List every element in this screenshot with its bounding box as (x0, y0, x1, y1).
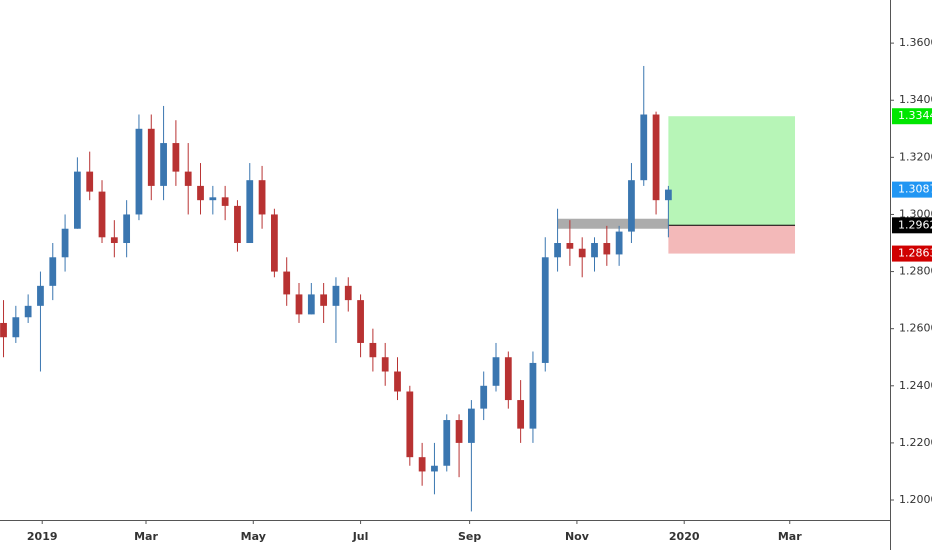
candle-body (110, 237, 118, 244)
candle-body (0, 322, 7, 338)
price-label: 1.2962 (898, 218, 932, 231)
candle-body (504, 357, 512, 401)
candle-body (184, 171, 192, 186)
candle-body (209, 197, 217, 201)
candle-body (160, 143, 167, 186)
candle-body (591, 243, 598, 258)
candle-body (566, 243, 574, 249)
candle-body (24, 305, 32, 318)
candle-body (234, 205, 241, 244)
candle-body (517, 400, 525, 429)
x-tick-label: Jul (352, 530, 369, 543)
candle-body (640, 114, 648, 181)
x-tick-label: Mar (134, 530, 158, 543)
candle-body (271, 214, 278, 272)
candle-body (344, 285, 352, 301)
candle-body (307, 294, 315, 315)
candle-body (443, 420, 451, 466)
price-label-bg (892, 245, 932, 262)
price-label-bg (892, 108, 932, 125)
candle-body (86, 171, 94, 192)
candle-body (652, 114, 660, 201)
candle-body (61, 228, 69, 258)
candle-body (98, 191, 106, 238)
candle-body (467, 408, 475, 443)
candle-body (74, 171, 81, 229)
price-label: 1.2863 (898, 247, 932, 260)
profit-area (668, 116, 796, 226)
candle-body (135, 128, 143, 215)
candle-body (418, 457, 426, 472)
candle-body (431, 465, 438, 472)
x-tick-label: Nov (565, 530, 590, 543)
x-tick-label: May (241, 530, 266, 543)
candle-body (172, 143, 180, 172)
candle-body (394, 371, 401, 392)
y-tick-label: 1.3600 (899, 36, 932, 49)
candle-body (381, 357, 389, 372)
candle-body (246, 180, 254, 244)
price-label-bg (892, 217, 932, 234)
x-tick-label: Sep (458, 530, 481, 543)
candle-body (37, 285, 44, 306)
x-tick-label: 2019 (27, 530, 58, 543)
candle-body (554, 243, 561, 258)
candle-body (603, 243, 611, 255)
candle-body (147, 128, 155, 186)
y-tick-label: 1.3200 (899, 150, 932, 163)
candle-body (615, 231, 623, 255)
candle-body (221, 197, 229, 206)
candle-body (258, 180, 266, 215)
candle-body (197, 185, 204, 201)
candle-body (480, 385, 488, 409)
candle-body (295, 294, 303, 315)
price-label: 1.3344 (898, 109, 932, 122)
y-tick-label: 1.2200 (899, 436, 932, 449)
y-tick-label: 1.2400 (899, 379, 932, 392)
candle-body (455, 420, 463, 443)
candle-body (529, 362, 537, 429)
candle-body (49, 257, 57, 286)
y-tick-label: 1.2600 (899, 322, 932, 335)
loss-area (668, 225, 796, 254)
candle-body (320, 294, 328, 306)
price-label-bg (892, 181, 932, 198)
candle-body (541, 257, 549, 363)
x-tick-label: 2020 (669, 530, 700, 543)
candle-body (628, 180, 635, 232)
candle-body (664, 189, 672, 201)
candle-body (357, 300, 364, 343)
candle-body (12, 317, 20, 338)
y-tick-label: 1.3000 (899, 207, 932, 220)
y-tick-label: 1.2800 (899, 265, 932, 278)
x-tick-label: Mar (778, 530, 802, 543)
candle-body (369, 342, 377, 358)
y-tick-label: 1.3400 (899, 93, 932, 106)
y-tick-label: 1.2000 (899, 493, 932, 506)
candle-body (123, 214, 131, 244)
candle-body (332, 285, 340, 306)
candle-body (492, 357, 500, 386)
candle-body (406, 391, 414, 458)
candle-body (283, 271, 291, 295)
candle-body (578, 248, 586, 258)
price-label: 1.3087 (898, 183, 932, 196)
